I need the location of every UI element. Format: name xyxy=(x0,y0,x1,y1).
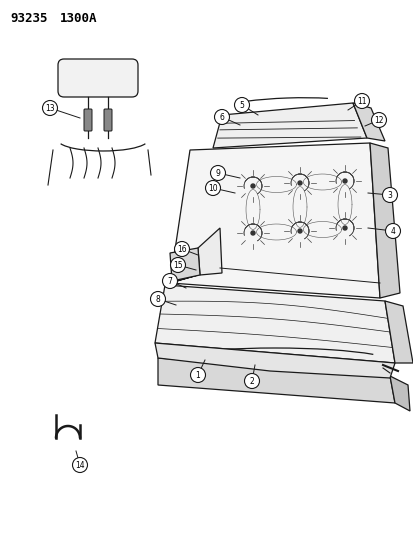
Polygon shape xyxy=(170,143,379,298)
Circle shape xyxy=(214,109,229,125)
Text: 9: 9 xyxy=(215,168,220,177)
Text: 11: 11 xyxy=(356,96,366,106)
Polygon shape xyxy=(154,343,394,378)
Text: 14: 14 xyxy=(75,461,85,470)
Circle shape xyxy=(43,101,57,116)
Polygon shape xyxy=(389,376,409,411)
Text: 4: 4 xyxy=(389,227,394,236)
Polygon shape xyxy=(158,358,394,403)
Circle shape xyxy=(174,241,189,256)
Polygon shape xyxy=(154,285,394,363)
FancyBboxPatch shape xyxy=(84,109,92,131)
Text: 13: 13 xyxy=(45,103,55,112)
Circle shape xyxy=(297,181,301,185)
FancyBboxPatch shape xyxy=(104,109,112,131)
Text: 5: 5 xyxy=(239,101,244,109)
Polygon shape xyxy=(165,275,197,285)
Polygon shape xyxy=(212,103,366,148)
Circle shape xyxy=(250,231,254,235)
Text: 10: 10 xyxy=(208,183,217,192)
Circle shape xyxy=(354,93,369,109)
Circle shape xyxy=(190,367,205,383)
Text: 15: 15 xyxy=(173,261,183,270)
Circle shape xyxy=(205,181,220,196)
Circle shape xyxy=(297,229,301,233)
Circle shape xyxy=(150,292,165,306)
FancyBboxPatch shape xyxy=(58,59,138,97)
Circle shape xyxy=(370,112,386,127)
Text: 12: 12 xyxy=(373,116,383,125)
Circle shape xyxy=(250,184,254,188)
Circle shape xyxy=(244,374,259,389)
Text: 7: 7 xyxy=(167,277,172,286)
Text: 2: 2 xyxy=(249,376,254,385)
Text: 93235: 93235 xyxy=(10,12,47,25)
Circle shape xyxy=(342,226,346,230)
Circle shape xyxy=(234,98,249,112)
Circle shape xyxy=(72,457,87,472)
Text: 3: 3 xyxy=(387,190,392,199)
Text: 6: 6 xyxy=(219,112,224,122)
Text: 8: 8 xyxy=(155,295,160,303)
Text: 1300A: 1300A xyxy=(60,12,97,25)
Text: 1: 1 xyxy=(195,370,200,379)
Polygon shape xyxy=(197,228,221,275)
Polygon shape xyxy=(352,103,384,141)
Circle shape xyxy=(162,273,177,288)
Polygon shape xyxy=(384,301,412,363)
Circle shape xyxy=(170,257,185,272)
Circle shape xyxy=(342,179,346,183)
Circle shape xyxy=(382,188,396,203)
Polygon shape xyxy=(369,143,399,298)
Circle shape xyxy=(385,223,399,238)
Circle shape xyxy=(210,166,225,181)
Text: 16: 16 xyxy=(177,245,186,254)
Polygon shape xyxy=(170,248,199,281)
